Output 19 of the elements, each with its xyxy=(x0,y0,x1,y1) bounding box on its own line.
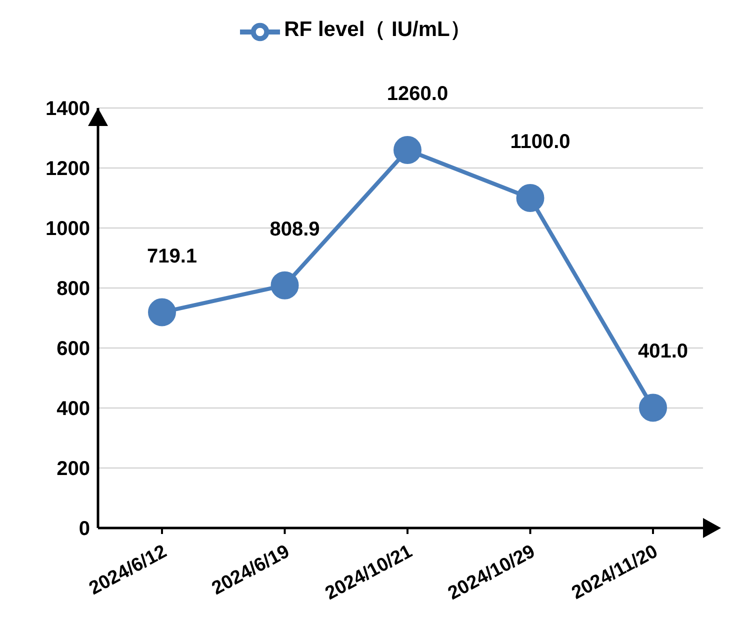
point xyxy=(148,298,176,326)
y-tick-label: 0 xyxy=(78,518,90,540)
y-tick-label: 1200 xyxy=(46,158,90,180)
point xyxy=(516,184,544,212)
point xyxy=(394,136,422,164)
data-label: 1100.0 xyxy=(510,131,570,153)
y-tick-label: 800 xyxy=(56,278,90,300)
y-tick-label: 400 xyxy=(56,398,90,420)
y-tick-label: 1000 xyxy=(46,218,90,240)
y-tick-label: 1400 xyxy=(46,98,90,120)
data-label: 1260.0 xyxy=(386,83,448,105)
y-tick-label: 200 xyxy=(56,458,90,480)
data-label: 808.9 xyxy=(270,218,320,240)
data-label: 719.1 xyxy=(146,245,198,268)
legend-label: RF level（ IU/mL） xyxy=(284,18,471,42)
data-label: 401.0 xyxy=(638,340,688,363)
y-tick-label: 600 xyxy=(56,338,90,360)
point xyxy=(270,271,299,300)
point xyxy=(639,394,667,422)
